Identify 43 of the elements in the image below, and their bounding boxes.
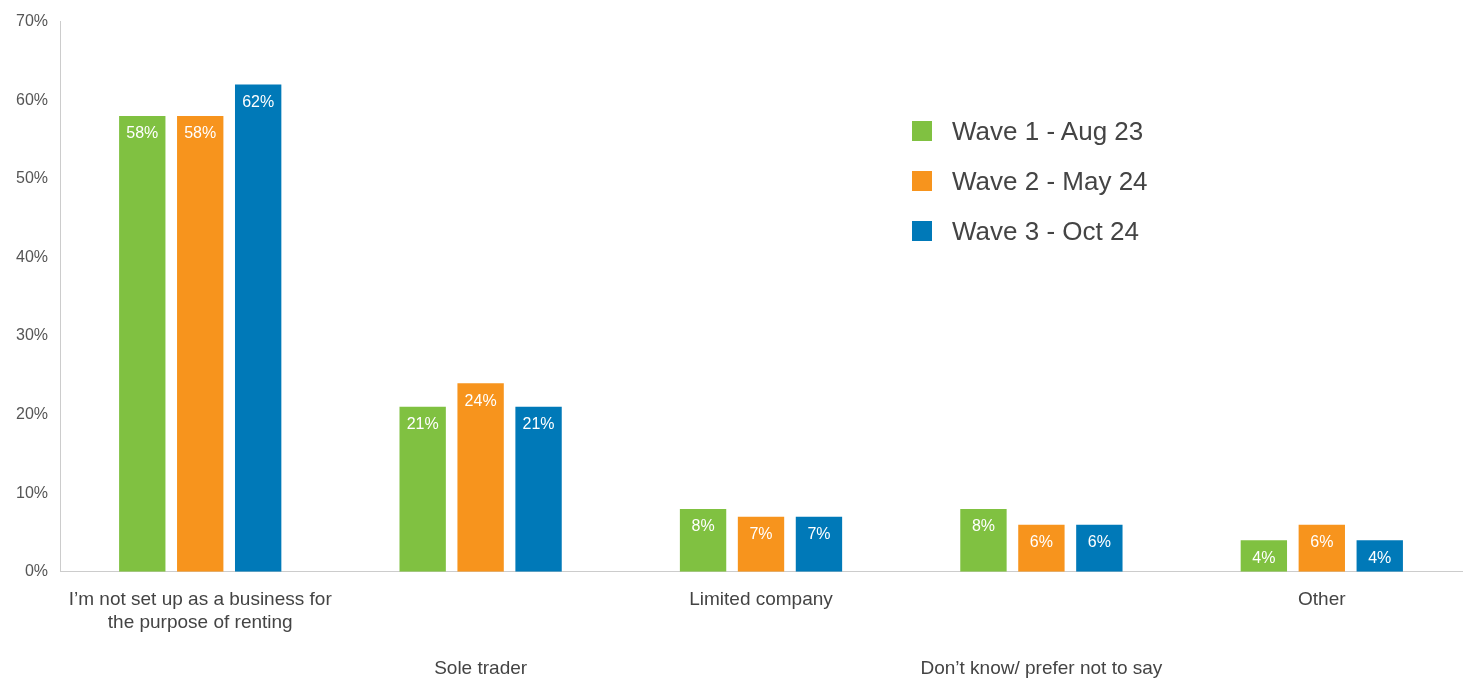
bar: [119, 115, 166, 572]
x-tick-label: Don’t know/ prefer not to say: [920, 656, 1163, 678]
data-label: 7%: [749, 525, 773, 543]
bar: [679, 508, 727, 572]
data-label: 7%: [807, 525, 831, 543]
y-tick-label: 40%: [15, 247, 49, 265]
x-tick-label: I’m not set up as a business for the purpose of renting: [68, 588, 333, 633]
data-label: 6%: [1087, 533, 1111, 551]
data-label: 6%: [1029, 533, 1053, 551]
bar: [457, 383, 504, 572]
data-label: 8%: [691, 517, 715, 535]
bar: [515, 406, 562, 572]
y-tick-label: 0%: [24, 562, 49, 580]
bar: [1076, 524, 1123, 572]
data-label: 58%: [126, 124, 159, 142]
y-tick-label: 20%: [15, 405, 49, 423]
bar: [960, 508, 1007, 572]
y-tick-label: 50%: [15, 169, 49, 187]
x-tick-label: Limited company: [689, 588, 834, 610]
bar: [795, 516, 843, 572]
data-label: 21%: [522, 415, 555, 433]
data-label: 8%: [971, 517, 996, 535]
bar: [1018, 524, 1065, 572]
y-tick-label: 60%: [15, 90, 49, 108]
y-tick-label: 70%: [15, 12, 49, 30]
data-label: 24%: [464, 391, 497, 409]
data-label: 6%: [1310, 533, 1334, 551]
data-label: 21%: [406, 415, 439, 433]
y-tick-label: 30%: [15, 326, 49, 344]
bar: [737, 516, 785, 572]
y-tick-label: 10%: [15, 483, 49, 501]
legend-label: Wave 1 - Aug 23: [952, 115, 1144, 147]
x-tick-label: Sole trader: [434, 656, 528, 678]
legend-label: Wave 2 - May 24: [952, 165, 1148, 197]
bar: [177, 115, 224, 572]
data-label: 4%: [1368, 548, 1392, 566]
data-label: 62%: [242, 92, 275, 110]
bar: [399, 406, 446, 572]
data-label: 4%: [1252, 548, 1276, 566]
bar: [234, 84, 282, 572]
data-label: 58%: [184, 124, 217, 142]
legend-label: Wave 3 - Oct 24: [952, 215, 1139, 247]
x-tick-label: Other: [1298, 588, 1347, 610]
